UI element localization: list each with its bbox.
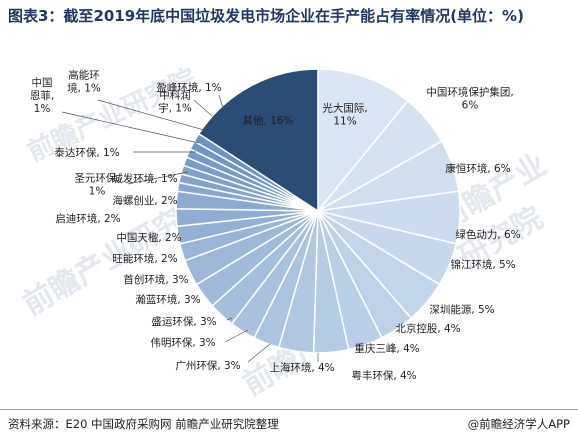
slice-label: 上海环境, 4% — [269, 361, 334, 374]
slice-label: 启迪环境, 2% — [55, 212, 120, 225]
pie-slice-0 — [317, 68, 409, 214]
slice-label: 北京控股, 4% — [395, 322, 460, 335]
slice-label: 光大国际, 11% — [322, 102, 367, 128]
slice-label: 盈峰环境, 1% — [156, 81, 221, 94]
leader-line-23 — [97, 99, 205, 131]
slice-label: 城发环境, 1% — [112, 172, 177, 185]
slice-label: 中国天楹, 2% — [116, 231, 181, 244]
slice-label: 圣元环保, 1% — [74, 172, 119, 198]
pie-chart: 光大国际, 11% 中国环境保护集团, 6% 康恒环境, 6% 绿色动力, 6% 锦江环境,… — [30, 68, 521, 382]
leader-line-22 — [61, 111, 200, 144]
slice-label: 中国恩菲, 1% — [30, 76, 54, 115]
leader-line-24 — [193, 99, 213, 117]
slice-label: 盛运环保, 3% — [151, 315, 216, 328]
slice-label: 粤丰环保, 4% — [351, 369, 416, 382]
slice-label: 康恒环境, 6% — [445, 162, 510, 175]
leader-line-11 — [224, 329, 249, 343]
slice-label: 泰达环保, 1% — [54, 146, 119, 159]
brand-credit: @前瞻经济学人APP — [467, 417, 570, 431]
slice-label: 伟明环保, 3% — [150, 336, 215, 349]
slice-label: 广州环保, 3% — [175, 359, 240, 372]
slice-label: 重庆三峰, 4% — [354, 342, 419, 355]
slice-label: 深圳能源, 5% — [429, 303, 494, 316]
slice-label: 中科润宇, 1% — [158, 89, 192, 115]
slice-label: 锦江环境, 5% — [450, 258, 515, 271]
leader-line-12 — [226, 317, 233, 321]
footer-divider — [0, 409, 578, 410]
slice-label: 瀚蓝环境, 3% — [135, 293, 200, 306]
slice-label: 首创环境, 3% — [123, 273, 188, 286]
slice-label: 其他, 16% — [242, 114, 293, 127]
slice-label: 绿色动力, 6% — [455, 228, 520, 241]
source-note: 资料来源：E20 中国政府采购网 前瞻产业研究院整理 — [8, 417, 279, 431]
slice-label: 海螺创业, 2% — [112, 194, 177, 207]
footer: 资料来源：E20 中国政府采购网 前瞻产业研究院整理 @前瞻经济学人APP — [0, 409, 578, 441]
slice-label: 旺能环境, 2% — [112, 252, 177, 265]
leader-line-25 — [218, 94, 224, 109]
slice-label: 高能环境, 1% — [67, 69, 101, 95]
slice-label: 中国环境保护集团, 6% — [426, 86, 513, 112]
chart-title: 图表3：截至2019年底中国垃圾发电市场企业在手产能占有率情况(单位：%) — [8, 7, 524, 25]
pie-slice-26 — [197, 68, 319, 213]
leader-line-19 — [127, 171, 189, 185]
leader-line-10 — [247, 343, 271, 363]
